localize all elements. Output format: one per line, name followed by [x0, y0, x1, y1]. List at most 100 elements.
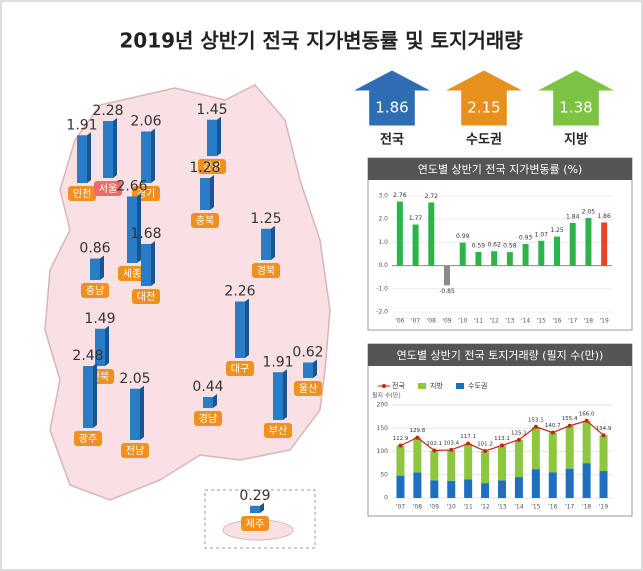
x-tick-label: '12 — [480, 504, 489, 511]
panel-header — [368, 158, 632, 180]
map-bar — [95, 328, 105, 366]
map-value: 2.48 — [72, 348, 103, 364]
map-bar-side — [105, 325, 109, 366]
panel-header — [368, 344, 632, 366]
bar-segment — [447, 480, 456, 498]
x-tick-label: '06 — [395, 318, 404, 325]
map-label: 울산 — [299, 383, 317, 395]
x-tick-label: '16 — [552, 318, 561, 325]
y-tick-label: 3.0 — [378, 193, 388, 200]
x-tick-label: '12 — [489, 318, 498, 325]
map-bar-side — [245, 298, 249, 358]
x-tick-label: '17 — [568, 318, 577, 325]
line-marker — [398, 443, 403, 448]
map-label-box — [226, 361, 254, 376]
x-tick-label: '13 — [497, 504, 506, 511]
jeju-frame — [204, 489, 316, 549]
value-label: 0.62 — [487, 242, 501, 249]
y-tick-label: 100 — [377, 448, 389, 455]
bar-segment — [464, 443, 473, 480]
map-bar-side — [313, 359, 317, 378]
value-label: 2.76 — [393, 192, 407, 199]
map-label-box — [94, 181, 122, 196]
map-value: 1.91 — [262, 354, 293, 370]
map-label: 인천 — [73, 188, 91, 200]
bar-segment — [531, 426, 540, 470]
map-label-box — [252, 263, 280, 278]
bar-segment — [514, 439, 523, 478]
bar-segment — [413, 472, 422, 498]
map-label: 경북 — [257, 264, 275, 277]
x-tick-label: '08 — [413, 504, 422, 511]
map-bar — [200, 178, 210, 210]
value-label: -0.85 — [439, 288, 455, 295]
bar-segment — [481, 451, 490, 484]
map: 1.91 인천 2.28 서울 2.06 경기 1.45 강원1.28 충북 2.66 세종 0.86… — [66, 102, 324, 531]
value-label: 1.84 — [566, 213, 580, 220]
map-bar — [141, 131, 151, 183]
legend-marker — [382, 384, 386, 388]
map-label: 전남 — [126, 445, 144, 457]
value-label: 134.9 — [596, 426, 612, 432]
map-label: 충북 — [196, 215, 214, 227]
map-value: 2.05 — [119, 371, 150, 387]
bar — [538, 240, 545, 266]
y-tick-label: 150 — [377, 425, 389, 432]
map-label-box — [264, 423, 292, 438]
bar-segment — [548, 472, 557, 498]
map-label: 서울 — [99, 183, 117, 195]
bar-segment — [481, 483, 490, 498]
map-bar — [261, 228, 271, 260]
bar-segment — [464, 479, 473, 498]
map-label-box — [241, 516, 269, 531]
bar-segment — [413, 437, 422, 473]
map-label: 경기 — [137, 187, 155, 200]
map-label-box — [194, 411, 222, 426]
map-label: 광주 — [79, 433, 97, 445]
bar-segment — [531, 469, 540, 498]
map-label-box — [74, 431, 102, 446]
y-tick-label: 0.0 — [378, 262, 388, 269]
map-bar-side — [100, 255, 104, 280]
bar — [428, 202, 435, 266]
line-marker — [533, 424, 538, 429]
map-bar — [77, 135, 87, 183]
bar-segment — [430, 480, 439, 498]
bar — [569, 222, 576, 266]
map-bar — [130, 388, 140, 440]
legend-label: 전국 — [392, 381, 405, 390]
map-value: 2.26 — [224, 284, 255, 300]
map-bar — [235, 301, 245, 358]
map-bar — [83, 366, 93, 428]
map-value: 0.86 — [79, 241, 110, 257]
x-tick-label: '19 — [599, 504, 608, 511]
bar — [475, 251, 482, 266]
x-tick-label: '11 — [474, 318, 483, 325]
map-bar-side — [93, 363, 97, 428]
bar-segment — [582, 420, 591, 464]
value-label: 0.58 — [503, 243, 517, 250]
value-label: 129.8 — [410, 428, 426, 434]
map-bar — [273, 372, 283, 420]
x-tick-label: '10 — [447, 504, 456, 511]
map-label: 대구 — [231, 363, 249, 375]
legend-label: 수도권 — [468, 382, 487, 390]
summary-label: 전국 — [380, 132, 404, 148]
bar — [585, 218, 592, 266]
value-label: 1.86 — [597, 213, 611, 220]
chart-title: 연도별 상반기 전국 토지거래량 (필지 수(만)) — [397, 349, 604, 362]
value-label: 2.72 — [425, 193, 439, 200]
value-label: 103.4 — [443, 440, 459, 446]
y-tick-label: 0 — [384, 495, 388, 502]
bar — [491, 251, 498, 266]
bar-segment — [582, 463, 591, 498]
chart-land-price: 연도별 상반기 전국 지가변동률 (%) -2.0 -1.0 0.0 1.0 2.0 3.0… — [367, 157, 633, 331]
page-title: 2019년 상반기 전국 지가변동률 및 토지거래량 — [119, 29, 523, 53]
map-label-box — [68, 186, 96, 201]
summary-arrow — [354, 70, 430, 126]
bar — [459, 242, 466, 266]
x-tick-label: '10 — [458, 318, 467, 325]
map-label: 제주 — [246, 518, 264, 530]
map-label-box — [294, 381, 322, 396]
